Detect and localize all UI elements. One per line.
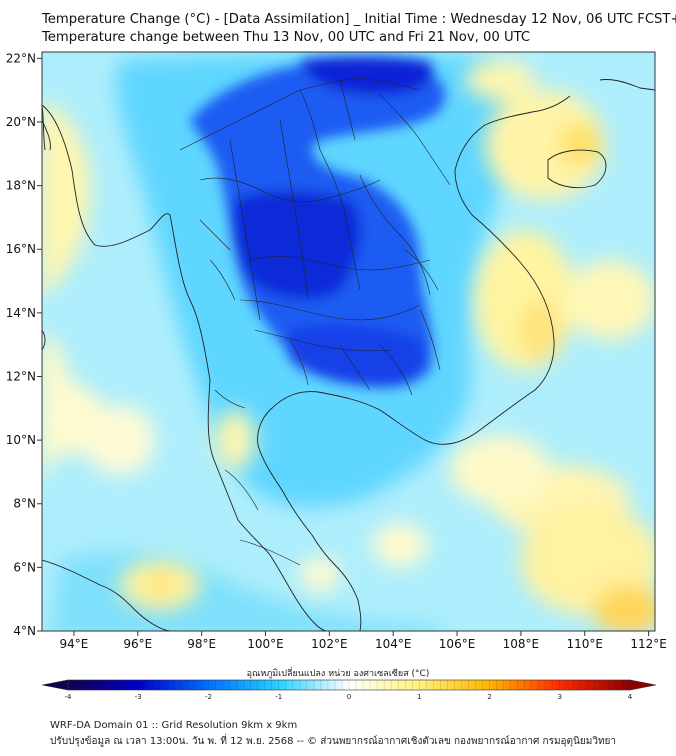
lon-tick-label: 100°E: [247, 637, 284, 651]
colorbar: -4 -3 -2 -1 0 1 2 3 4: [41, 679, 657, 701]
lat-tick-label: 16°N: [6, 242, 36, 256]
lon-tick-label: 110°E: [567, 637, 604, 651]
colorbar-tick-label: -1: [275, 693, 282, 701]
latitude-axis: 22°N 20°N 18°N 16°N 14°N 12°N 10°N 8°N 6°N 4°N: [6, 51, 42, 638]
coastlines-borders: [42, 79, 655, 631]
colorbar-tick-label: -3: [135, 693, 142, 701]
lat-tick-label: 4°N: [13, 624, 36, 638]
lat-tick-label: 10°N: [6, 433, 36, 447]
lon-tick-label: 106°E: [439, 637, 476, 651]
colorbar-tick-label: -2: [205, 693, 212, 701]
lon-tick-label: 102°E: [311, 637, 348, 651]
lon-tick-label: 96°E: [123, 637, 152, 651]
lat-tick-label: 12°N: [6, 369, 36, 383]
lat-tick-label: 8°N: [13, 497, 36, 511]
colorbar-min-extend: [41, 679, 69, 691]
lon-tick-label: 108°E: [503, 637, 540, 651]
lat-tick-label: 6°N: [13, 560, 36, 574]
colorbar-max-extend: [629, 679, 657, 691]
lon-tick-label: 112°E: [630, 637, 667, 651]
colorbar-tick-label: 4: [628, 693, 633, 701]
province-boundaries: [179, 77, 451, 566]
colorbar-tick-label: 1: [417, 693, 421, 701]
lat-tick-label: 22°N: [6, 51, 36, 65]
chart-subtitle: Temperature change between Thu 13 Nov, 0…: [42, 30, 531, 45]
colorbar-tick-label: 0: [347, 693, 351, 701]
update-credit: ปรับปรุงข้อมูล ณ เวลา 13:00น. วัน พ. ที่…: [50, 736, 617, 747]
chart-title: Temperature Change (°C) - [Data Assimila…: [42, 12, 676, 27]
lat-tick-label: 18°N: [6, 179, 36, 193]
longitude-axis: 94°E 96°E 98°E 100°E 102°E 104°E 106°E 108°E 110…: [59, 631, 667, 651]
colorbar-tick-label: 2: [487, 693, 491, 701]
lon-tick-label: 98°E: [187, 637, 216, 651]
model-info: WRF-DA Domain 01 :: Grid Resolution 9km …: [50, 720, 298, 731]
temperature-field: [42, 52, 655, 631]
map-frame: [41, 51, 656, 632]
lon-tick-label: 104°E: [375, 637, 412, 651]
lat-tick-label: 14°N: [6, 306, 36, 320]
colorbar-tick-label: 3: [558, 693, 562, 701]
lon-tick-label: 94°E: [59, 637, 88, 651]
colorbar-title: อุณหภูมิเปลี่ยนแปลง หน่วย องศาเซลเซียส (…: [246, 669, 430, 679]
lat-tick-label: 20°N: [6, 115, 36, 129]
colorbar-tick-label: -4: [65, 693, 73, 701]
